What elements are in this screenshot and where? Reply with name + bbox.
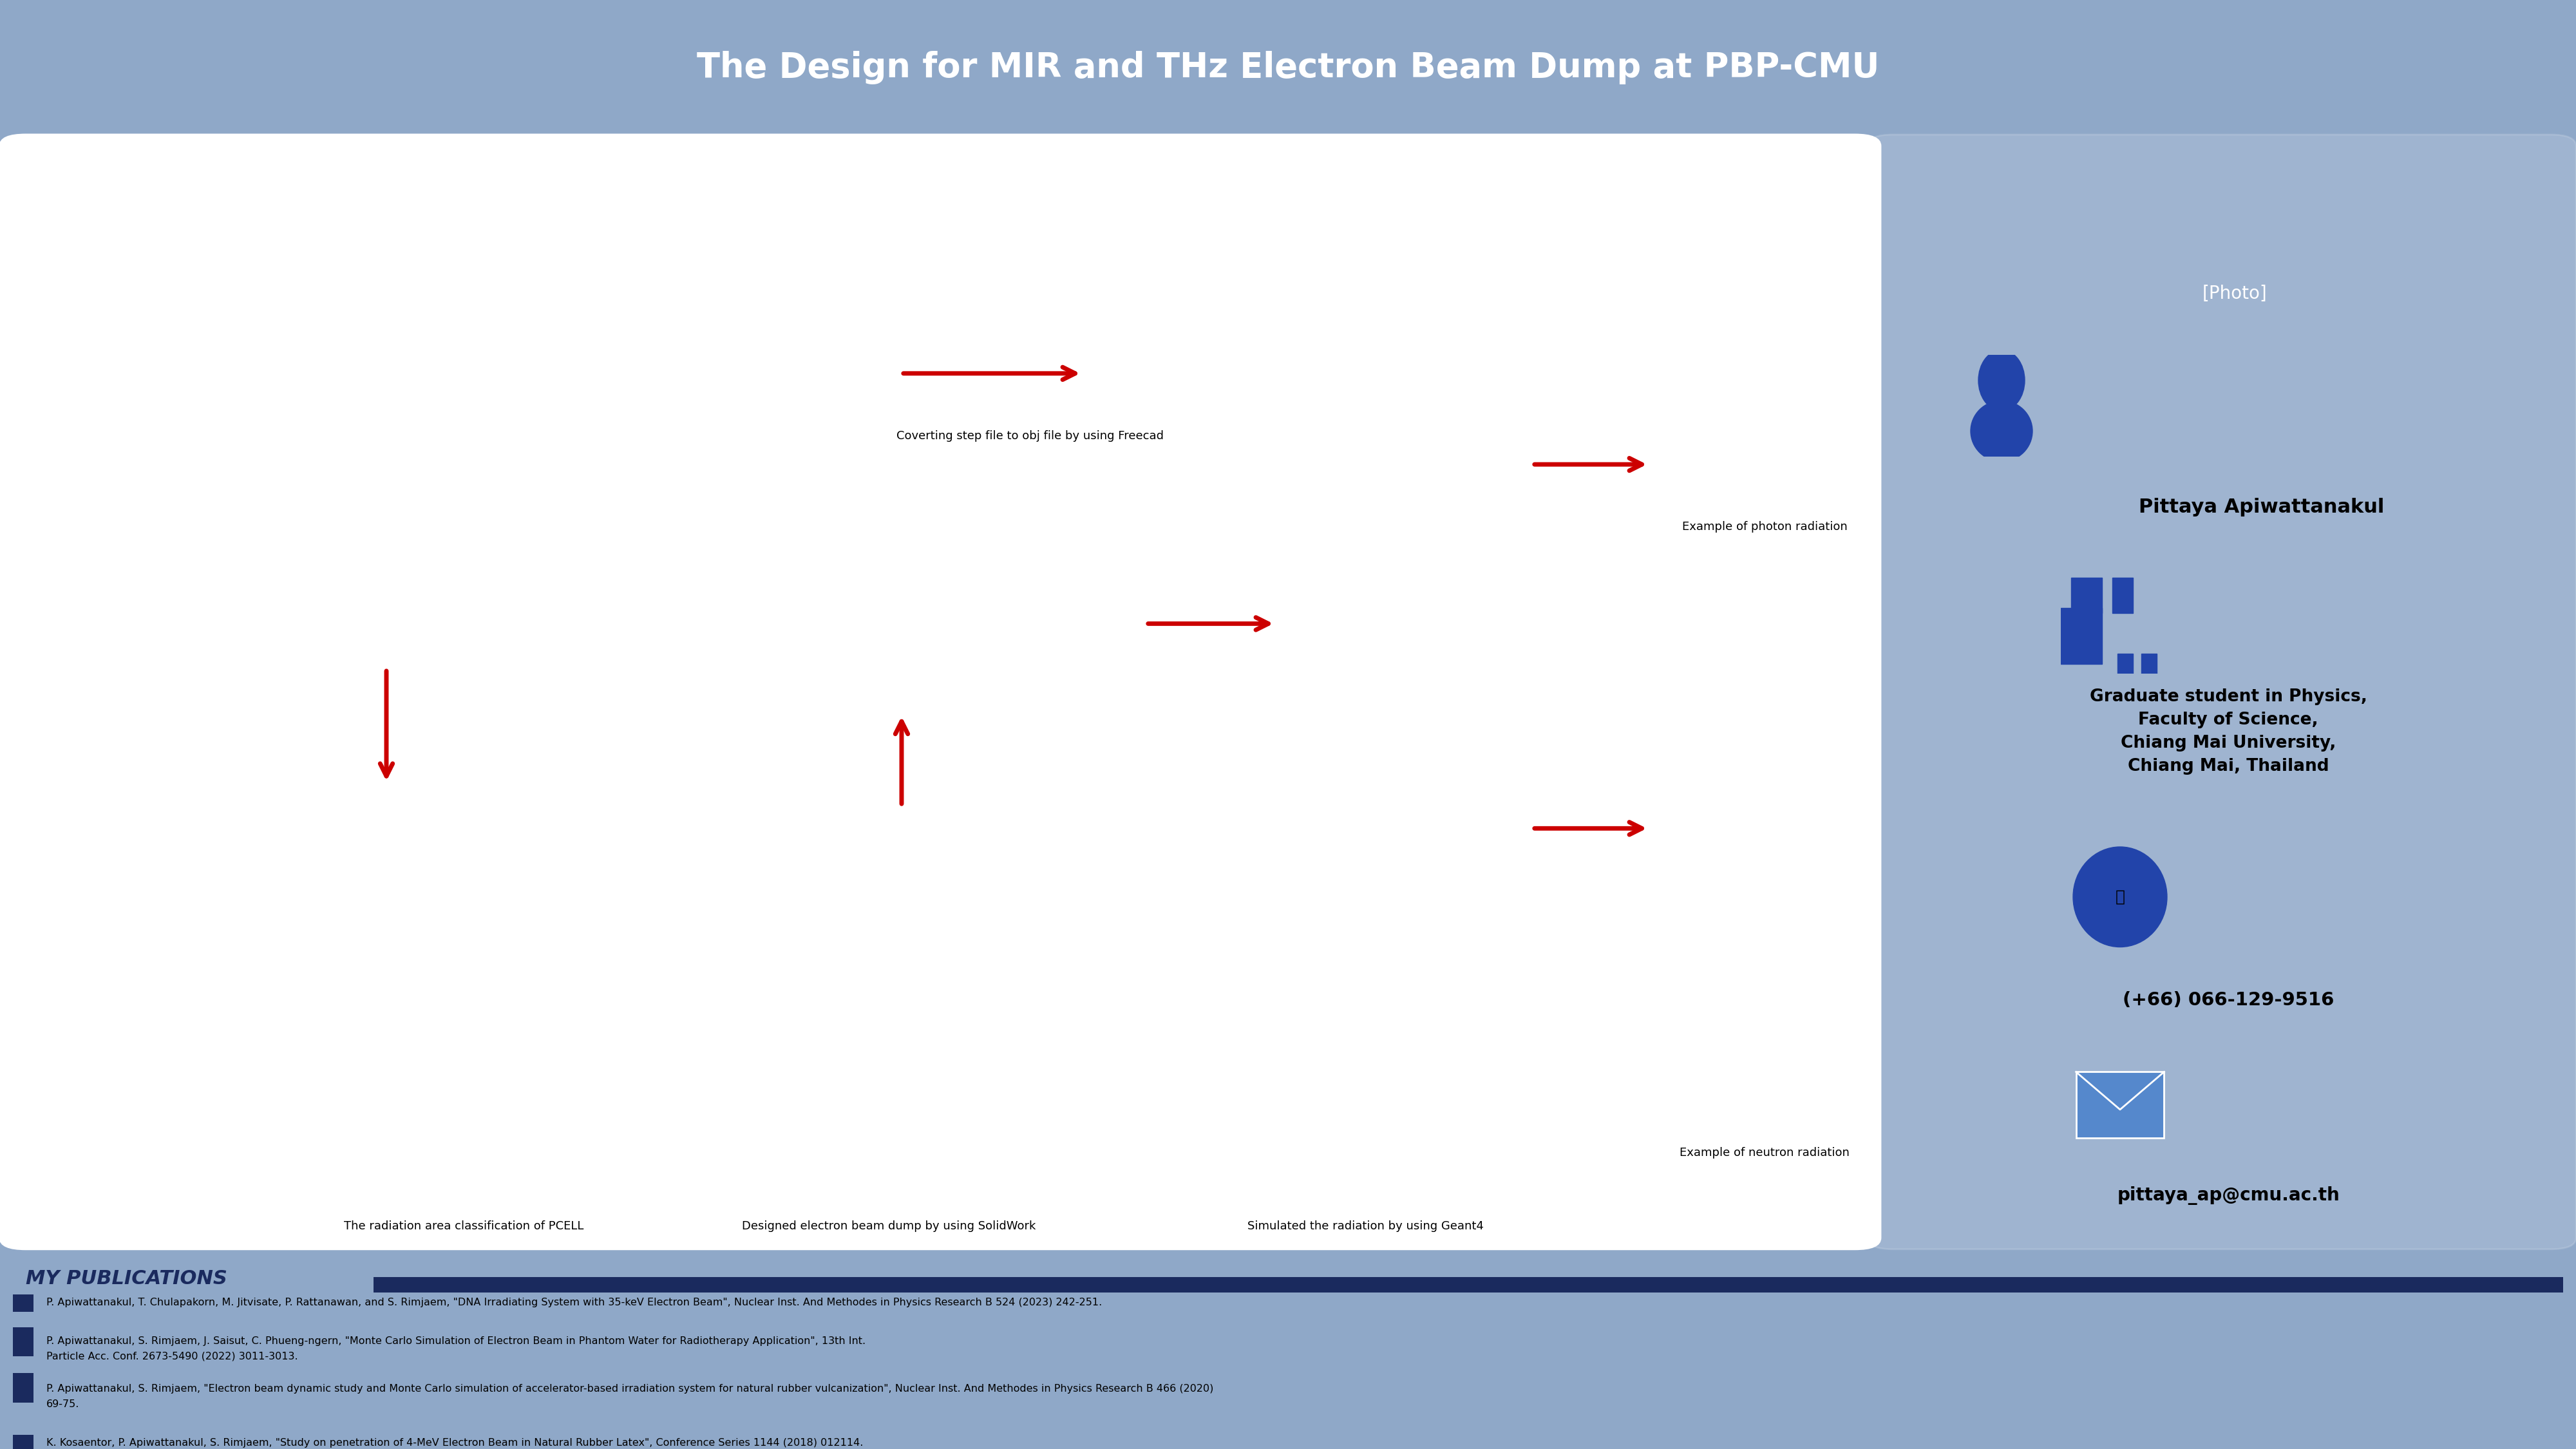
FancyBboxPatch shape — [1868, 135, 2576, 1249]
Ellipse shape — [1971, 400, 2032, 461]
Text: Graduate student in Physics,
Faculty of Science,
Chiang Mai University,
Chiang M: Graduate student in Physics, Faculty of … — [2089, 688, 2367, 775]
Bar — [2117, 653, 2133, 674]
Bar — [374, 1277, 2563, 1293]
FancyBboxPatch shape — [0, 135, 1880, 1249]
Circle shape — [2074, 846, 2166, 948]
Text: Example of photon radiation: Example of photon radiation — [1682, 522, 1847, 533]
Bar — [13, 1327, 33, 1356]
Bar — [2112, 577, 2133, 613]
Text: Particle Acc. Conf. 2673-5490 (2022) 3011-3013.: Particle Acc. Conf. 2673-5490 (2022) 301… — [46, 1352, 299, 1362]
Bar — [13, 1294, 33, 1313]
Text: 69-75.: 69-75. — [46, 1400, 80, 1410]
Text: MY PUBLICATIONS: MY PUBLICATIONS — [26, 1269, 227, 1288]
FancyBboxPatch shape — [2076, 1072, 2164, 1137]
Text: (+66) 066-129-9516: (+66) 066-129-9516 — [2123, 991, 2334, 1009]
Text: Pittaya Apiwattanakul: Pittaya Apiwattanakul — [2138, 498, 2385, 516]
Text: Coverting step file to obj file by using Freecad: Coverting step file to obj file by using… — [896, 430, 1164, 442]
Text: [Photo]: [Photo] — [2202, 284, 2267, 303]
Text: The radiation area classification of PCELL: The radiation area classification of PCE… — [343, 1220, 585, 1232]
Text: Simulated the radiation by using Geant4: Simulated the radiation by using Geant4 — [1247, 1220, 1484, 1232]
Text: Example of neutron radiation: Example of neutron radiation — [1680, 1148, 1850, 1159]
Text: P. Apiwattanakul, T. Chulapakorn, M. Jitvisate, P. Rattanawan, and S. Rimjaem, ": P. Apiwattanakul, T. Chulapakorn, M. Jit… — [46, 1297, 1103, 1307]
Bar — [2061, 609, 2102, 664]
Text: P. Apiwattanakul, S. Rimjaem, J. Saisut, C. Phueng-ngern, "Monte Carlo Simulatio: P. Apiwattanakul, S. Rimjaem, J. Saisut,… — [46, 1336, 866, 1346]
Bar — [13, 1374, 33, 1403]
Text: pittaya_ap@cmu.ac.th: pittaya_ap@cmu.ac.th — [2117, 1187, 2339, 1204]
Text: P. Apiwattanakul, S. Rimjaem, "Electron beam dynamic study and Monte Carlo simul: P. Apiwattanakul, S. Rimjaem, "Electron … — [46, 1384, 1213, 1394]
Text: K. Kosaentor, P. Apiwattanakul, S. Rimjaem, "Study on penetration of 4-MeV Elect: K. Kosaentor, P. Apiwattanakul, S. Rimja… — [46, 1437, 863, 1448]
Circle shape — [1978, 349, 2025, 412]
Text: 📞: 📞 — [2115, 890, 2125, 904]
Bar — [2141, 653, 2156, 674]
Text: The Design for MIR and THz Electron Beam Dump at PBP-CMU: The Design for MIR and THz Electron Beam… — [696, 51, 1880, 84]
Bar — [13, 1435, 33, 1449]
Text: Designed electron beam dump by using SolidWork: Designed electron beam dump by using Sol… — [742, 1220, 1036, 1232]
Bar — [2071, 577, 2102, 613]
